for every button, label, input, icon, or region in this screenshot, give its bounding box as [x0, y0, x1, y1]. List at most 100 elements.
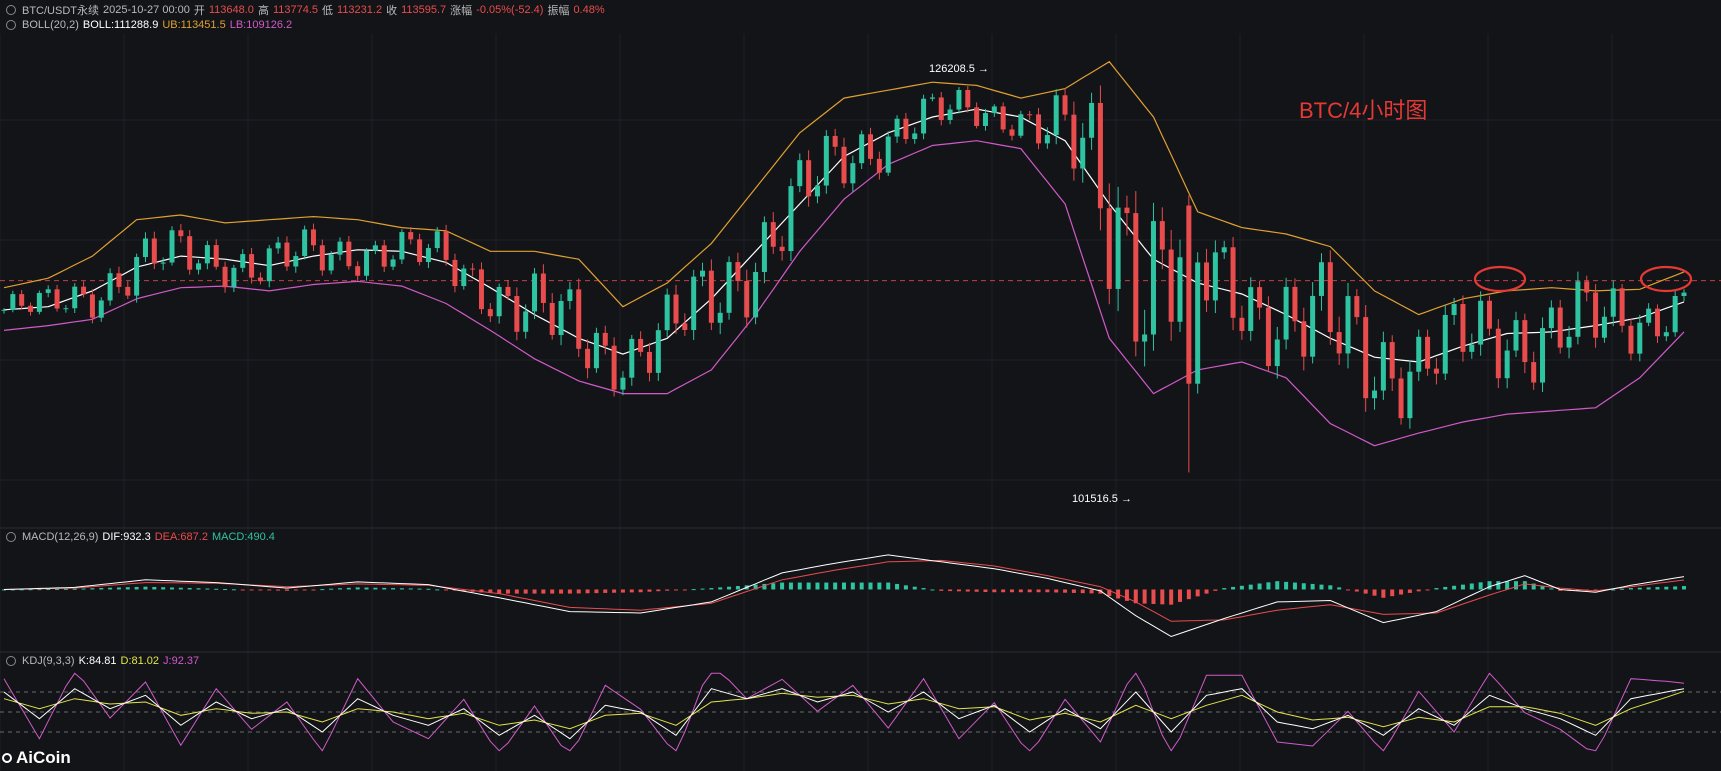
candle-body	[257, 277, 263, 282]
candle-body	[434, 231, 440, 249]
macd-histogram-bar	[1213, 589, 1218, 591]
candle-body	[806, 160, 812, 197]
macd-histogram-bar	[1018, 589, 1023, 593]
macd-histogram-bar	[1514, 581, 1518, 590]
candle-body	[673, 294, 679, 324]
candle-body	[302, 229, 308, 257]
macd-histogram-bar	[1460, 584, 1465, 590]
macd-histogram-bar	[1292, 582, 1297, 590]
kdj-k-line	[3, 688, 1685, 740]
candle-body	[682, 323, 688, 330]
candle-body	[1071, 114, 1077, 169]
macd-histogram-bar	[1063, 589, 1068, 593]
candle-body	[523, 311, 529, 332]
candle-body	[1513, 320, 1519, 351]
macd-histogram-bar	[1522, 581, 1527, 590]
candle-body	[1318, 262, 1324, 296]
macd-settings-icon[interactable]	[6, 532, 16, 542]
low-value: 113231.2	[337, 4, 383, 16]
candle-body	[1407, 371, 1413, 419]
macd-histogram-bar	[674, 589, 678, 591]
macd-histogram-bar	[1346, 589, 1350, 591]
macd-histogram-bar	[877, 582, 882, 590]
macd-histogram-bar	[1673, 586, 1678, 590]
candle-body	[859, 134, 865, 164]
candle-body	[1345, 296, 1351, 354]
macd-histogram-bar	[532, 589, 537, 594]
amplitude-value: 0.48%	[573, 4, 605, 16]
candle-body	[1646, 308, 1652, 323]
kdj-label[interactable]: KDJ(9,3,3)	[22, 655, 75, 667]
candle-body	[1584, 281, 1590, 293]
candle-body	[1, 309, 7, 311]
macd-histogram-bar	[497, 589, 502, 594]
macd-histogram-bar	[90, 588, 95, 590]
boll-settings-icon[interactable]	[6, 20, 16, 30]
macd-histogram-bar	[576, 589, 581, 594]
macd-histogram-bar	[152, 586, 157, 590]
macd-histogram-bar	[727, 586, 732, 590]
candle-body	[708, 270, 714, 323]
boll-upper-band	[3, 60, 1685, 316]
candle-body	[478, 269, 484, 310]
alert-bell-icon[interactable]	[6, 5, 16, 15]
candle-body	[1248, 287, 1254, 331]
macd-histogram-bar	[983, 589, 988, 593]
candle-body	[735, 262, 741, 282]
candle-body	[841, 146, 847, 184]
macd-histogram-bar	[116, 587, 121, 590]
macd-histogram-bar	[382, 587, 387, 590]
macd-histogram-bar	[1248, 584, 1253, 590]
macd-label[interactable]: MACD(12,26,9)	[22, 531, 99, 543]
candle-body	[567, 289, 573, 301]
candle-body	[107, 273, 113, 301]
macd-histogram-bar	[108, 587, 113, 590]
macd-histogram-bar	[1628, 588, 1633, 590]
candle-body	[1557, 307, 1563, 348]
candle-body	[19, 294, 25, 306]
macd-histogram-bar	[1284, 581, 1289, 590]
high-label: 高	[257, 5, 269, 17]
candle-body	[797, 160, 803, 187]
candle-body	[691, 276, 697, 330]
candle-body	[717, 312, 723, 323]
macd-histogram-bar	[1505, 581, 1510, 590]
macd-histogram-bar	[753, 584, 758, 590]
boll-label[interactable]: BOLL(20,2)	[22, 19, 79, 31]
macd-histogram-bar	[629, 589, 634, 593]
candle-body	[761, 222, 767, 272]
macd-histogram-bar	[178, 587, 183, 590]
candle-body	[1380, 342, 1386, 391]
macd-histogram-bar	[1611, 589, 1616, 591]
macd-histogram-bar	[311, 589, 316, 591]
macd-histogram-bar	[196, 588, 201, 590]
candle-body	[390, 259, 396, 267]
candle-body	[337, 241, 343, 255]
candle-body	[310, 229, 316, 246]
macd-histogram-bar	[647, 589, 652, 592]
candle-body	[770, 222, 776, 247]
candle-body	[1663, 332, 1669, 337]
candle-body	[249, 254, 255, 278]
macd-histogram-bar	[1381, 589, 1386, 598]
macd-histogram-bar	[143, 586, 148, 590]
candle-body	[629, 338, 635, 378]
candle-body	[1389, 342, 1395, 379]
candle-body	[160, 262, 166, 264]
candle-body	[1433, 368, 1439, 374]
candle-body	[1575, 281, 1581, 337]
macd-histogram-bar	[187, 588, 192, 590]
candle-body	[266, 248, 272, 282]
aicoin-logo-text: AiCoin	[16, 748, 71, 767]
macd-histogram-bar	[1089, 589, 1094, 594]
candle-body	[72, 286, 78, 309]
candle-body	[814, 185, 820, 197]
symbol-label[interactable]: BTC/USDT永续	[22, 5, 99, 17]
candle-body	[664, 294, 670, 331]
kdj-settings-icon[interactable]	[6, 656, 16, 666]
high-price-tag: 126208.5 →	[929, 63, 989, 75]
macd-histogram-bar	[1186, 589, 1191, 600]
candle-body	[222, 266, 228, 288]
macd-histogram-bar	[594, 589, 599, 594]
aicoin-logo: AiCoin	[2, 748, 71, 768]
